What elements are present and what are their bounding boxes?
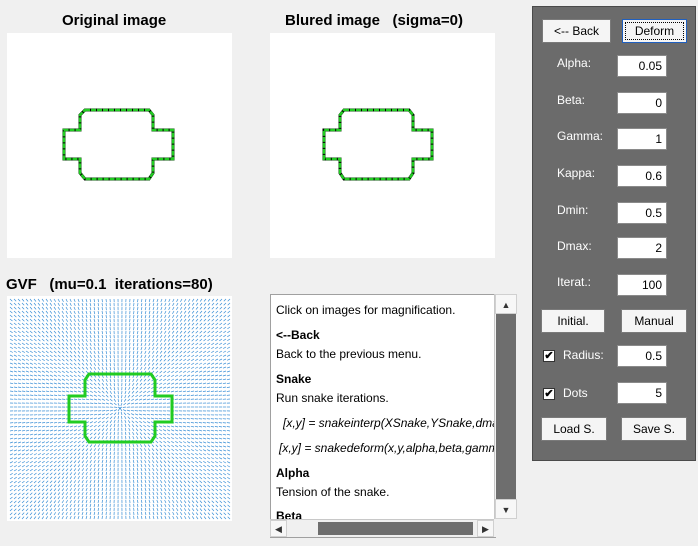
radius-field[interactable]: 0.5 xyxy=(617,345,667,367)
scroll-right-arrow-icon[interactable]: ▶ xyxy=(477,520,494,537)
blurred-image-title: Blured image (sigma=0) xyxy=(285,12,463,29)
scrollbar-corner xyxy=(494,519,516,537)
blurred-image[interactable] xyxy=(270,33,495,258)
manual-button[interactable]: Manual xyxy=(621,309,687,333)
help-vertical-scrollbar[interactable]: ▲ ▼ xyxy=(494,294,517,519)
beta-field[interactable]: 0 xyxy=(617,92,667,114)
original-image[interactable] xyxy=(7,33,232,258)
help-snake-heading: Snake xyxy=(276,372,312,386)
help-alpha-desc: Tension of the snake. xyxy=(276,485,390,499)
iterations-label: Iterat.: xyxy=(557,275,592,289)
original-image-title: Original image xyxy=(62,12,167,29)
vertical-scroll-thumb[interactable] xyxy=(496,314,516,500)
gvf-snake-contour xyxy=(67,372,174,444)
help-horizontal-scrollbar[interactable]: ◀ ▶ xyxy=(270,519,494,537)
dots-checkbox[interactable]: ✔ xyxy=(543,388,555,400)
dmin-label: Dmin: xyxy=(557,203,589,217)
dmax-label: Dmax: xyxy=(557,239,592,253)
help-text-box[interactable]: Click on images for magnification. <--Ba… xyxy=(270,294,496,538)
load-snake-button[interactable]: Load S. xyxy=(541,417,607,441)
gamma-field[interactable]: 1 xyxy=(617,128,667,150)
original-image-canvas xyxy=(62,108,175,181)
gvf-image[interactable] xyxy=(7,296,232,521)
help-snake-desc: Run snake iterations. xyxy=(276,391,389,405)
deform-button[interactable]: Deform xyxy=(622,19,687,43)
kappa-label: Kappa: xyxy=(557,166,596,180)
kappa-field[interactable]: 0.6 xyxy=(617,165,667,187)
initial-button[interactable]: Initial. xyxy=(541,309,605,333)
blurred-image-canvas xyxy=(322,108,434,181)
save-snake-button[interactable]: Save S. xyxy=(621,417,687,441)
help-code-line-1: [x,y] = snakeinterp(XSnake,YSnake,dmax, xyxy=(283,416,496,430)
help-code-line-2: [x,y] = snakedeform(x,y,alpha,beta,gamma xyxy=(279,441,496,455)
dots-field[interactable]: 5 xyxy=(617,382,667,404)
radius-checkbox[interactable]: ✔ xyxy=(543,350,555,362)
alpha-label: Alpha: xyxy=(557,56,592,70)
scroll-left-arrow-icon[interactable]: ◀ xyxy=(270,520,287,537)
dmin-field[interactable]: 0.5 xyxy=(617,202,667,224)
gamma-label: Gamma: xyxy=(557,129,604,143)
scroll-up-arrow-icon[interactable]: ▲ xyxy=(495,294,517,314)
gvf-field-canvas xyxy=(9,298,231,520)
dmax-field[interactable]: 2 xyxy=(617,237,667,259)
help-intro: Click on images for magnification. xyxy=(276,303,456,317)
dots-label: Dots xyxy=(563,386,588,400)
radius-label: Radius: xyxy=(563,348,604,362)
beta-label: Beta: xyxy=(557,93,586,107)
alpha-field[interactable]: 0.05 xyxy=(617,55,667,77)
help-alpha-heading: Alpha xyxy=(276,466,310,480)
gvf-title: GVF (mu=0.1 iterations=80) xyxy=(6,276,213,293)
help-back-heading: <--Back xyxy=(276,328,320,342)
iterations-field[interactable]: 100 xyxy=(617,274,667,296)
control-panel: <-- Back Deform Alpha: 0.05 Beta: 0 Gamm… xyxy=(532,6,696,461)
scroll-down-arrow-icon[interactable]: ▼ xyxy=(495,499,517,519)
horizontal-scroll-thumb[interactable] xyxy=(318,522,473,535)
back-button[interactable]: <-- Back xyxy=(542,19,611,43)
gvf-vector-field xyxy=(9,298,231,520)
help-back-desc: Back to the previous menu. xyxy=(276,347,422,361)
